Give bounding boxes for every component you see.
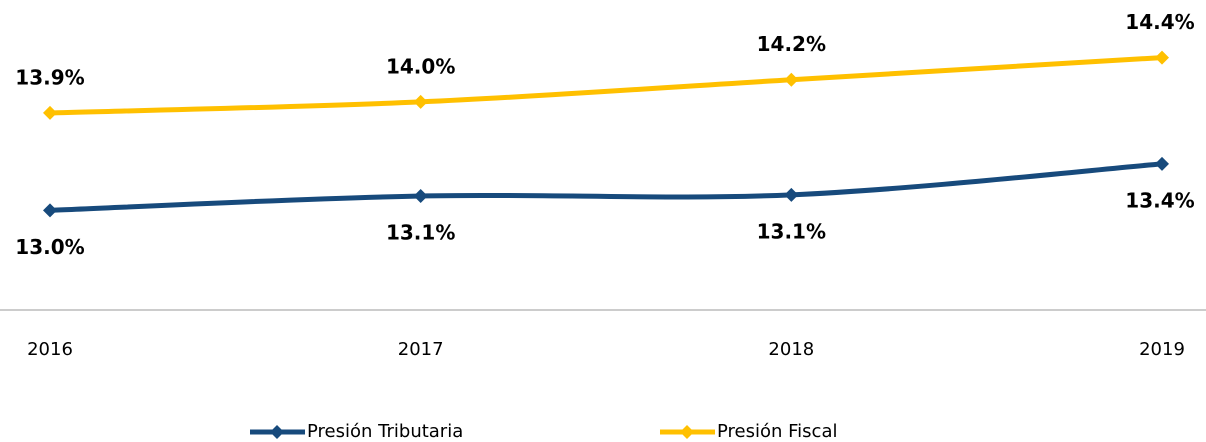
point-marker bbox=[1155, 50, 1169, 65]
x-tick-label: 2016 bbox=[27, 339, 73, 360]
legend-label: Presión Fiscal bbox=[717, 421, 838, 442]
x-tick-label: 2018 bbox=[768, 339, 814, 360]
point-marker bbox=[43, 203, 57, 218]
legend-label: Presión Tributaria bbox=[307, 421, 463, 442]
point-marker bbox=[1155, 156, 1169, 171]
data-label: 13.0% bbox=[15, 235, 84, 259]
point-marker bbox=[784, 72, 799, 87]
data-label: 13.1% bbox=[757, 219, 826, 243]
series-line bbox=[47, 55, 1165, 116]
point-marker bbox=[784, 187, 799, 202]
x-tick-label: 2017 bbox=[398, 339, 444, 360]
data-label: 14.2% bbox=[757, 32, 826, 56]
point-marker bbox=[413, 94, 428, 109]
data-label: 13.9% bbox=[15, 65, 84, 89]
point-marker bbox=[43, 105, 57, 120]
legend-marker bbox=[270, 425, 284, 439]
data-label: 13.1% bbox=[386, 220, 455, 244]
data-label: 14.0% bbox=[386, 54, 455, 78]
x-tick-label: 2019 bbox=[1139, 339, 1185, 360]
legend-marker bbox=[680, 425, 694, 439]
point-marker bbox=[413, 188, 428, 203]
series-line bbox=[47, 161, 1165, 213]
data-label: 14.4% bbox=[1125, 10, 1194, 34]
data-label: 13.4% bbox=[1125, 188, 1194, 212]
